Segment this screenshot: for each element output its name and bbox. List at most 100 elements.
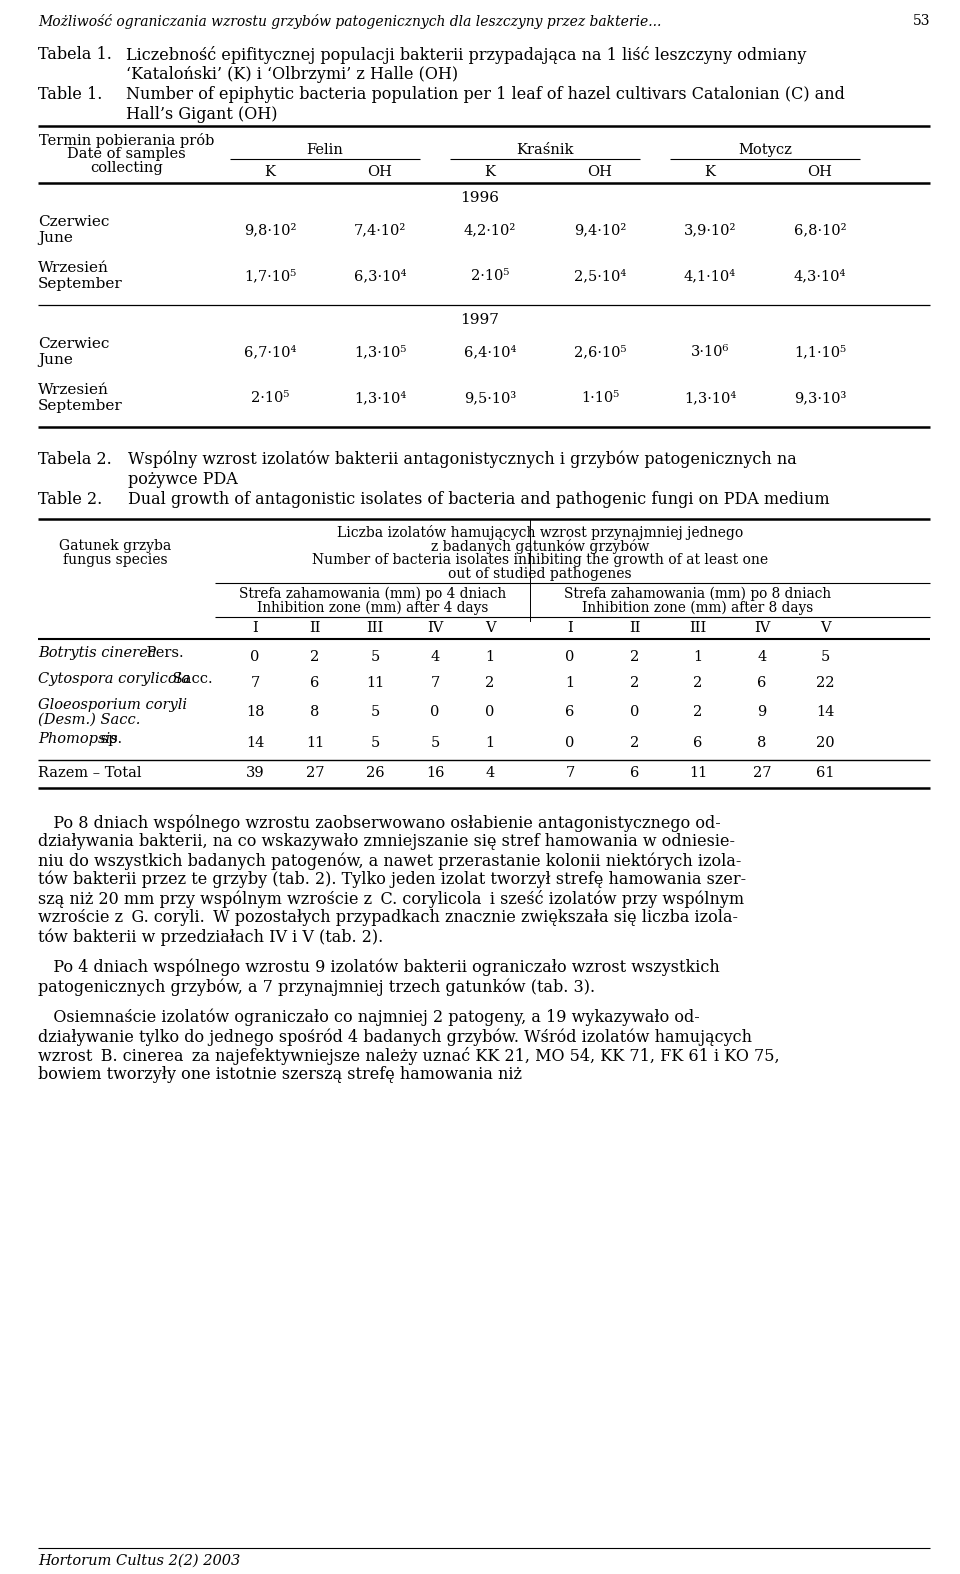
Text: 0: 0 bbox=[565, 650, 575, 664]
Text: 2: 2 bbox=[631, 675, 639, 689]
Text: 6: 6 bbox=[757, 675, 767, 689]
Text: II: II bbox=[309, 622, 321, 634]
Text: I: I bbox=[567, 622, 573, 634]
Text: 14: 14 bbox=[816, 705, 834, 719]
Text: 2·10⁵: 2·10⁵ bbox=[470, 269, 509, 283]
Text: 11: 11 bbox=[366, 675, 384, 689]
Text: 8: 8 bbox=[310, 705, 320, 719]
Text: 5: 5 bbox=[371, 650, 379, 664]
Text: 2: 2 bbox=[486, 675, 494, 689]
Text: OH: OH bbox=[588, 165, 612, 179]
Text: Po 8 dniach wspólnego wzrostu zaobserwowano osłabienie antagonistycznego od-: Po 8 dniach wspólnego wzrostu zaobserwow… bbox=[38, 814, 721, 831]
Text: 1: 1 bbox=[693, 650, 703, 664]
Text: 39: 39 bbox=[246, 767, 264, 781]
Text: 7: 7 bbox=[251, 675, 259, 689]
Text: 2: 2 bbox=[693, 675, 703, 689]
Text: 9,3·10³: 9,3·10³ bbox=[794, 390, 846, 405]
Text: 0: 0 bbox=[486, 705, 494, 719]
Text: Osiemnaście izolatów ograniczało co najmniej 2 patogeny, a 19 wykazywało od-: Osiemnaście izolatów ograniczało co najm… bbox=[38, 1009, 700, 1026]
Text: 6,3·10⁴: 6,3·10⁴ bbox=[353, 269, 406, 283]
Text: 6,4·10⁴: 6,4·10⁴ bbox=[464, 345, 516, 359]
Text: 1,3·10⁴: 1,3·10⁴ bbox=[684, 390, 736, 405]
Text: out of studied pathogenes: out of studied pathogenes bbox=[448, 567, 632, 581]
Text: 3,9·10²: 3,9·10² bbox=[684, 224, 736, 238]
Text: 0: 0 bbox=[251, 650, 260, 664]
Text: 7: 7 bbox=[430, 675, 440, 689]
Text: Motycz: Motycz bbox=[738, 143, 792, 157]
Text: 18: 18 bbox=[246, 705, 264, 719]
Text: Wrzesień: Wrzesień bbox=[38, 382, 108, 397]
Text: szą niż 20 mm przy wspólnym wzroście z  C. corylicola  i sześć izolatów przy wsp: szą niż 20 mm przy wspólnym wzroście z C… bbox=[38, 889, 744, 908]
Text: 53: 53 bbox=[913, 14, 930, 28]
Text: 61: 61 bbox=[816, 767, 834, 781]
Text: działywanie tylko do jednego spośród 4 badanych grzybów. Wśród izolatów hamujący: działywanie tylko do jednego spośród 4 b… bbox=[38, 1028, 752, 1045]
Text: I: I bbox=[252, 622, 258, 634]
Text: September: September bbox=[38, 398, 123, 412]
Text: 2: 2 bbox=[310, 650, 320, 664]
Text: 11: 11 bbox=[689, 767, 708, 781]
Text: tów bakterii przez te grzyby (tab. 2). Tylko jeden izolat tworzył strefę hamowan: tów bakterii przez te grzyby (tab. 2). T… bbox=[38, 870, 746, 888]
Text: 7,4·10²: 7,4·10² bbox=[354, 224, 406, 238]
Text: 4: 4 bbox=[486, 767, 494, 781]
Text: Strefa zahamowania (mm) po 8 dniach: Strefa zahamowania (mm) po 8 dniach bbox=[564, 587, 831, 601]
Text: 1,3·10⁵: 1,3·10⁵ bbox=[354, 345, 406, 359]
Text: III: III bbox=[367, 622, 384, 634]
Text: Felin: Felin bbox=[306, 143, 344, 157]
Text: V: V bbox=[485, 622, 495, 634]
Text: 5: 5 bbox=[821, 650, 829, 664]
Text: Termin pobierania prób: Termin pobierania prób bbox=[38, 132, 214, 148]
Text: Pers.: Pers. bbox=[142, 645, 183, 660]
Text: K: K bbox=[265, 165, 276, 179]
Text: Hortorum Cultus 2(2) 2003: Hortorum Cultus 2(2) 2003 bbox=[38, 1554, 240, 1568]
Text: Czerwiec: Czerwiec bbox=[38, 216, 109, 228]
Text: 4,2·10²: 4,2·10² bbox=[464, 224, 516, 238]
Text: 26: 26 bbox=[366, 767, 384, 781]
Text: III: III bbox=[689, 622, 707, 634]
Text: 4,1·10⁴: 4,1·10⁴ bbox=[684, 269, 736, 283]
Text: Po 4 dniach wspólnego wzrostu 9 izolatów bakterii ograniczało wzrost wszystkich: Po 4 dniach wspólnego wzrostu 9 izolatów… bbox=[38, 959, 720, 976]
Text: Tabela 2.: Tabela 2. bbox=[38, 452, 111, 467]
Text: 8: 8 bbox=[757, 737, 767, 749]
Text: K: K bbox=[485, 165, 495, 179]
Text: Gloeosporium coryli: Gloeosporium coryli bbox=[38, 697, 187, 711]
Text: 6,8·10²: 6,8·10² bbox=[794, 224, 847, 238]
Text: IV: IV bbox=[427, 622, 444, 634]
Text: 6: 6 bbox=[565, 705, 575, 719]
Text: 1,3·10⁴: 1,3·10⁴ bbox=[354, 390, 406, 405]
Text: collecting: collecting bbox=[90, 161, 163, 175]
Text: 14: 14 bbox=[246, 737, 264, 749]
Text: 1: 1 bbox=[486, 650, 494, 664]
Text: 2: 2 bbox=[631, 650, 639, 664]
Text: Phomopsis: Phomopsis bbox=[38, 732, 118, 746]
Text: 27: 27 bbox=[753, 767, 771, 781]
Text: bowiem tworzyły one istotnie szerszą strefę hamowania niż: bowiem tworzyły one istotnie szerszą str… bbox=[38, 1066, 522, 1083]
Text: Inhibition zone (mm) after 4 days: Inhibition zone (mm) after 4 days bbox=[257, 601, 489, 615]
Text: 3·10⁶: 3·10⁶ bbox=[691, 345, 730, 359]
Text: działywania bakterii, na co wskazywało zmniejszanie się stref hamowania w odnies: działywania bakterii, na co wskazywało z… bbox=[38, 833, 735, 850]
Text: pożywce PDA: pożywce PDA bbox=[128, 471, 238, 488]
Text: 1·10⁵: 1·10⁵ bbox=[581, 390, 619, 405]
Text: 9,8·10²: 9,8·10² bbox=[244, 224, 297, 238]
Text: 1: 1 bbox=[565, 675, 575, 689]
Text: wzroście z  G. coryli.  W pozostałych przypadkach znacznie zwiększała się liczba: wzroście z G. coryli. W pozostałych przy… bbox=[38, 910, 738, 926]
Text: June: June bbox=[38, 353, 73, 367]
Text: 2,5·10⁴: 2,5·10⁴ bbox=[574, 269, 626, 283]
Text: 0: 0 bbox=[565, 737, 575, 749]
Text: 9: 9 bbox=[757, 705, 767, 719]
Text: June: June bbox=[38, 231, 73, 246]
Text: 9,4·10²: 9,4·10² bbox=[574, 224, 626, 238]
Text: 5: 5 bbox=[371, 737, 379, 749]
Text: 6,7·10⁴: 6,7·10⁴ bbox=[244, 345, 297, 359]
Text: patogenicznych grzybów, a 7 przynajmniej trzech gatunków (tab. 3).: patogenicznych grzybów, a 7 przynajmniej… bbox=[38, 977, 595, 995]
Text: Cytospora corylicola: Cytospora corylicola bbox=[38, 672, 190, 686]
Text: Gatunek grzyba: Gatunek grzyba bbox=[59, 538, 171, 552]
Text: 1,1·10⁵: 1,1·10⁵ bbox=[794, 345, 846, 359]
Text: Razem – Total: Razem – Total bbox=[38, 767, 141, 781]
Text: 27: 27 bbox=[305, 767, 324, 781]
Text: ‘Kataloński’ (K) i ‘Olbrzymi’ z Halle (OH): ‘Kataloński’ (K) i ‘Olbrzymi’ z Halle (O… bbox=[126, 66, 458, 83]
Text: Hall’s Gigant (OH): Hall’s Gigant (OH) bbox=[126, 105, 277, 123]
Text: 5: 5 bbox=[430, 737, 440, 749]
Text: V: V bbox=[820, 622, 830, 634]
Text: sp.: sp. bbox=[97, 732, 123, 746]
Text: 16: 16 bbox=[425, 767, 444, 781]
